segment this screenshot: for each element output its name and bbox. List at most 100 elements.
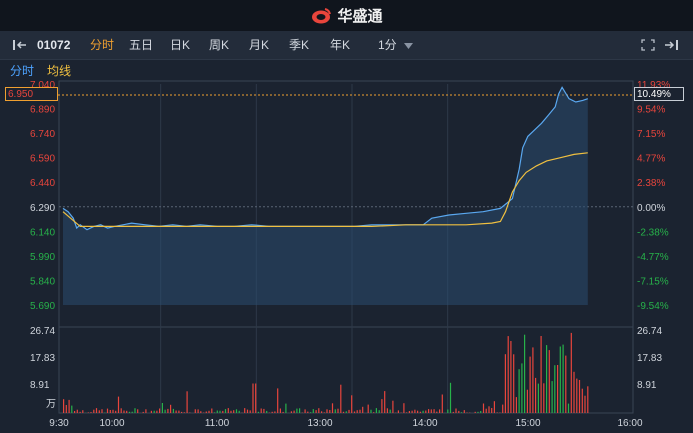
- volume-bar: [213, 412, 216, 413]
- volume-bar: [150, 410, 152, 413]
- volume-bar: [79, 411, 81, 413]
- tab-monthly-k[interactable]: 月K: [249, 38, 270, 52]
- volume-bar: [249, 410, 251, 413]
- current-pct-box: 10.49%: [634, 87, 684, 101]
- volume-bar: [348, 409, 350, 413]
- volume-bar: [255, 383, 257, 413]
- volume-bar: [109, 410, 111, 413]
- volume-bar: [178, 410, 180, 413]
- y-left-tick: 7.040: [30, 80, 55, 91]
- y-right-tick: 4.77%: [637, 154, 665, 165]
- volume-bar: [507, 336, 509, 413]
- volume-bar: [293, 410, 295, 413]
- volume-bar: [515, 397, 517, 413]
- volume-bar: [449, 382, 452, 413]
- volume-bar: [123, 410, 125, 413]
- stock-code: 01072: [37, 38, 71, 52]
- volume-bar: [403, 403, 405, 413]
- expand-icon[interactable]: [641, 39, 655, 51]
- y-right-tick: 9.54%: [637, 105, 665, 116]
- tab-5day[interactable]: 五日: [129, 38, 154, 52]
- volume-bar: [87, 412, 89, 413]
- volume-bar: [161, 403, 163, 413]
- volume-bar: [375, 408, 377, 413]
- volume-tick-right: 26.74: [637, 326, 662, 337]
- volume-bar: [408, 411, 410, 413]
- tab-quarterly-k[interactable]: 季K: [289, 38, 310, 52]
- volume-bar: [126, 410, 128, 413]
- volume-bar: [211, 408, 213, 413]
- volume-bar: [367, 404, 369, 413]
- volume-bar: [411, 410, 413, 413]
- y-right-tick: -4.77%: [637, 252, 669, 263]
- volume-bar: [197, 409, 199, 413]
- x-tick: 14:00: [412, 418, 437, 429]
- x-tick: 9:30: [49, 418, 69, 429]
- tab-weekly-k[interactable]: 周K: [209, 38, 230, 52]
- y-left-tick: 5.690: [30, 301, 55, 312]
- volume-bar: [428, 409, 430, 413]
- tab-intraday[interactable]: 分时: [90, 38, 115, 52]
- volume-bar: [417, 410, 419, 413]
- collapse-left-icon[interactable]: [12, 39, 28, 51]
- volume-bar: [535, 377, 537, 413]
- volume-bar: [238, 410, 240, 413]
- volume-bar: [95, 408, 98, 413]
- volume-bar: [334, 409, 336, 413]
- volume-bar: [480, 411, 482, 413]
- volume-bar: [131, 411, 133, 413]
- volume-bar: [362, 406, 364, 413]
- volume-bar: [436, 411, 438, 413]
- volume-bar: [65, 405, 67, 413]
- volume-bar: [567, 403, 570, 413]
- volume-bar: [93, 409, 95, 413]
- collapse-right-icon[interactable]: [663, 39, 679, 51]
- volume-bar: [170, 404, 172, 413]
- volume-bar: [532, 347, 534, 413]
- y-left-tick: 6.890: [30, 105, 55, 116]
- volume-bar: [551, 381, 553, 413]
- volume-bar: [513, 354, 515, 413]
- volume-bar: [304, 409, 306, 413]
- volume-bar: [378, 410, 380, 413]
- volume-bar: [63, 399, 65, 413]
- tab-daily-k[interactable]: 日K: [170, 38, 191, 52]
- volume-bar: [384, 391, 386, 413]
- volume-bar: [491, 408, 493, 413]
- volume-bar: [318, 408, 320, 413]
- volume-bar: [482, 403, 485, 413]
- volume-bar: [433, 409, 435, 413]
- price-area: [63, 87, 588, 305]
- volume-bar: [548, 350, 550, 413]
- volume-bar: [518, 369, 520, 413]
- volume-bar: [496, 412, 498, 413]
- x-tick: 13:00: [307, 418, 332, 429]
- app-header: 华盛通: [0, 0, 693, 31]
- subtab-avg[interactable]: 均线: [47, 64, 72, 78]
- volume-bar: [504, 354, 506, 413]
- volume-bar: [134, 408, 136, 413]
- volume-bar: [224, 409, 227, 413]
- volume-bar: [329, 410, 331, 413]
- x-tick: 11:00: [205, 418, 230, 429]
- volume-bar: [194, 409, 196, 413]
- volume-bar: [557, 365, 559, 413]
- tab-yearly-k[interactable]: 年K: [330, 38, 351, 52]
- volume-bar: [82, 410, 84, 413]
- x-tick: 15:00: [515, 418, 540, 429]
- volume-bar: [345, 411, 347, 413]
- volume-bar: [397, 410, 399, 413]
- volume-bar: [521, 363, 523, 413]
- volume-bar: [386, 408, 388, 413]
- volume-bar: [186, 391, 188, 413]
- interval-select[interactable]: 1分: [378, 31, 414, 59]
- volume-bar: [321, 411, 323, 413]
- volume-bar: [285, 403, 287, 413]
- y-left-tick: 6.140: [30, 227, 55, 238]
- volume-bar: [216, 410, 218, 413]
- volume-bar: [458, 410, 460, 413]
- subtab-intraday[interactable]: 分时: [10, 64, 35, 78]
- volume-bar: [356, 410, 358, 413]
- volume-bar: [370, 409, 372, 413]
- volume-bar: [543, 383, 545, 413]
